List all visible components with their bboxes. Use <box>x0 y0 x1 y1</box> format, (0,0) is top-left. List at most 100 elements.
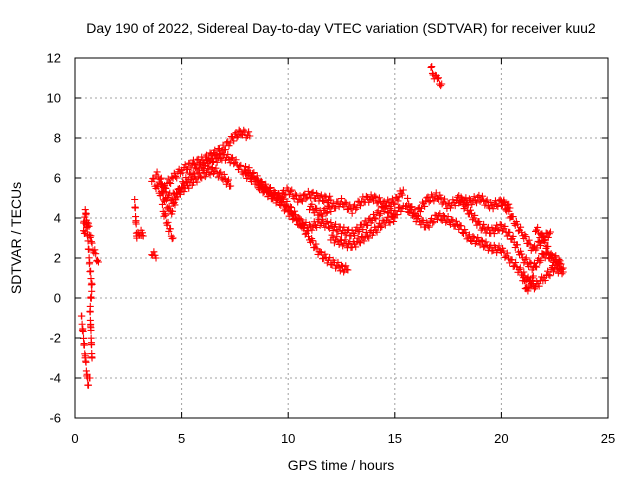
data-point <box>408 203 416 211</box>
data-point <box>375 194 383 202</box>
data-point <box>219 141 227 149</box>
data-point <box>537 256 545 264</box>
data-point <box>466 206 474 214</box>
data-point <box>509 232 517 240</box>
data-point <box>323 217 331 225</box>
data-point <box>225 176 233 184</box>
data-point <box>509 212 517 220</box>
data-point <box>478 192 486 200</box>
data-point <box>477 236 485 244</box>
data-point <box>439 212 447 220</box>
data-point <box>352 243 360 251</box>
x-tick-labels: 0 5 10 15 20 25 <box>71 431 615 446</box>
data-point <box>287 187 295 195</box>
data-point <box>165 179 173 187</box>
data-point <box>86 233 94 241</box>
x-tick-label: 5 <box>178 431 185 446</box>
data-point <box>78 320 86 328</box>
data-point <box>168 195 176 203</box>
data-point <box>386 202 394 210</box>
data-point <box>504 204 512 212</box>
data-point <box>94 256 102 264</box>
data-point <box>131 195 139 203</box>
data-point <box>545 230 553 238</box>
data-point <box>355 238 363 246</box>
data-point <box>201 173 209 181</box>
data-point <box>257 181 265 189</box>
data-point <box>207 165 215 173</box>
data-point <box>501 253 509 261</box>
data-point <box>373 199 381 207</box>
data-point <box>373 228 381 236</box>
data-point <box>170 169 178 177</box>
data-point <box>365 234 373 242</box>
data-point <box>168 173 176 181</box>
data-point <box>192 162 200 170</box>
data-point <box>427 63 435 71</box>
data-point <box>195 160 203 168</box>
data-point <box>388 195 396 203</box>
data-point <box>80 230 88 238</box>
data-point <box>179 169 187 177</box>
data-point <box>237 161 245 169</box>
data-point <box>416 208 424 216</box>
y-tick-label: -6 <box>49 411 61 426</box>
data-point <box>88 239 96 247</box>
data-point <box>419 198 427 206</box>
data-point <box>274 194 282 202</box>
data-point <box>398 191 406 199</box>
data-point <box>161 184 169 192</box>
data-point <box>461 226 469 234</box>
data-point <box>233 133 241 141</box>
data-point <box>82 358 90 366</box>
data-point <box>310 209 318 217</box>
data-point <box>338 261 345 269</box>
data-point <box>280 207 288 215</box>
data-point <box>528 280 536 288</box>
data-point <box>391 207 399 215</box>
data-point <box>462 229 470 237</box>
data-point <box>185 184 193 192</box>
data-point <box>463 235 471 243</box>
data-point <box>265 188 273 196</box>
data-point <box>544 242 552 250</box>
data-point <box>317 248 325 256</box>
data-point <box>455 192 463 200</box>
data-point <box>390 199 398 207</box>
data-point <box>474 234 482 242</box>
data-point <box>302 218 310 226</box>
data-point <box>199 157 207 165</box>
data-point <box>326 192 334 200</box>
data-point <box>436 210 444 218</box>
data-point <box>230 160 238 168</box>
data-point <box>386 219 394 227</box>
data-point <box>342 262 350 270</box>
data-point <box>529 272 537 280</box>
data-point <box>340 223 348 231</box>
grid-lines <box>75 58 608 418</box>
data-point <box>501 199 509 207</box>
data-point <box>494 202 502 210</box>
data-point <box>359 226 367 234</box>
data-point <box>458 195 466 203</box>
data-point <box>516 264 524 272</box>
data-point <box>291 190 299 198</box>
data-point <box>533 263 541 271</box>
data-point <box>441 195 449 203</box>
data-point <box>171 201 179 209</box>
data-point <box>473 199 481 207</box>
data-point <box>322 193 330 201</box>
data-point <box>457 222 465 230</box>
data-point <box>371 214 379 222</box>
data-point <box>476 241 484 249</box>
data-point <box>540 232 548 240</box>
data-points <box>77 63 567 389</box>
data-point <box>556 259 564 267</box>
data-point <box>172 172 180 180</box>
data-point <box>334 258 342 266</box>
data-point <box>428 63 436 71</box>
data-point <box>419 217 427 225</box>
y-tick-label: 10 <box>47 91 61 106</box>
data-point <box>526 258 534 266</box>
